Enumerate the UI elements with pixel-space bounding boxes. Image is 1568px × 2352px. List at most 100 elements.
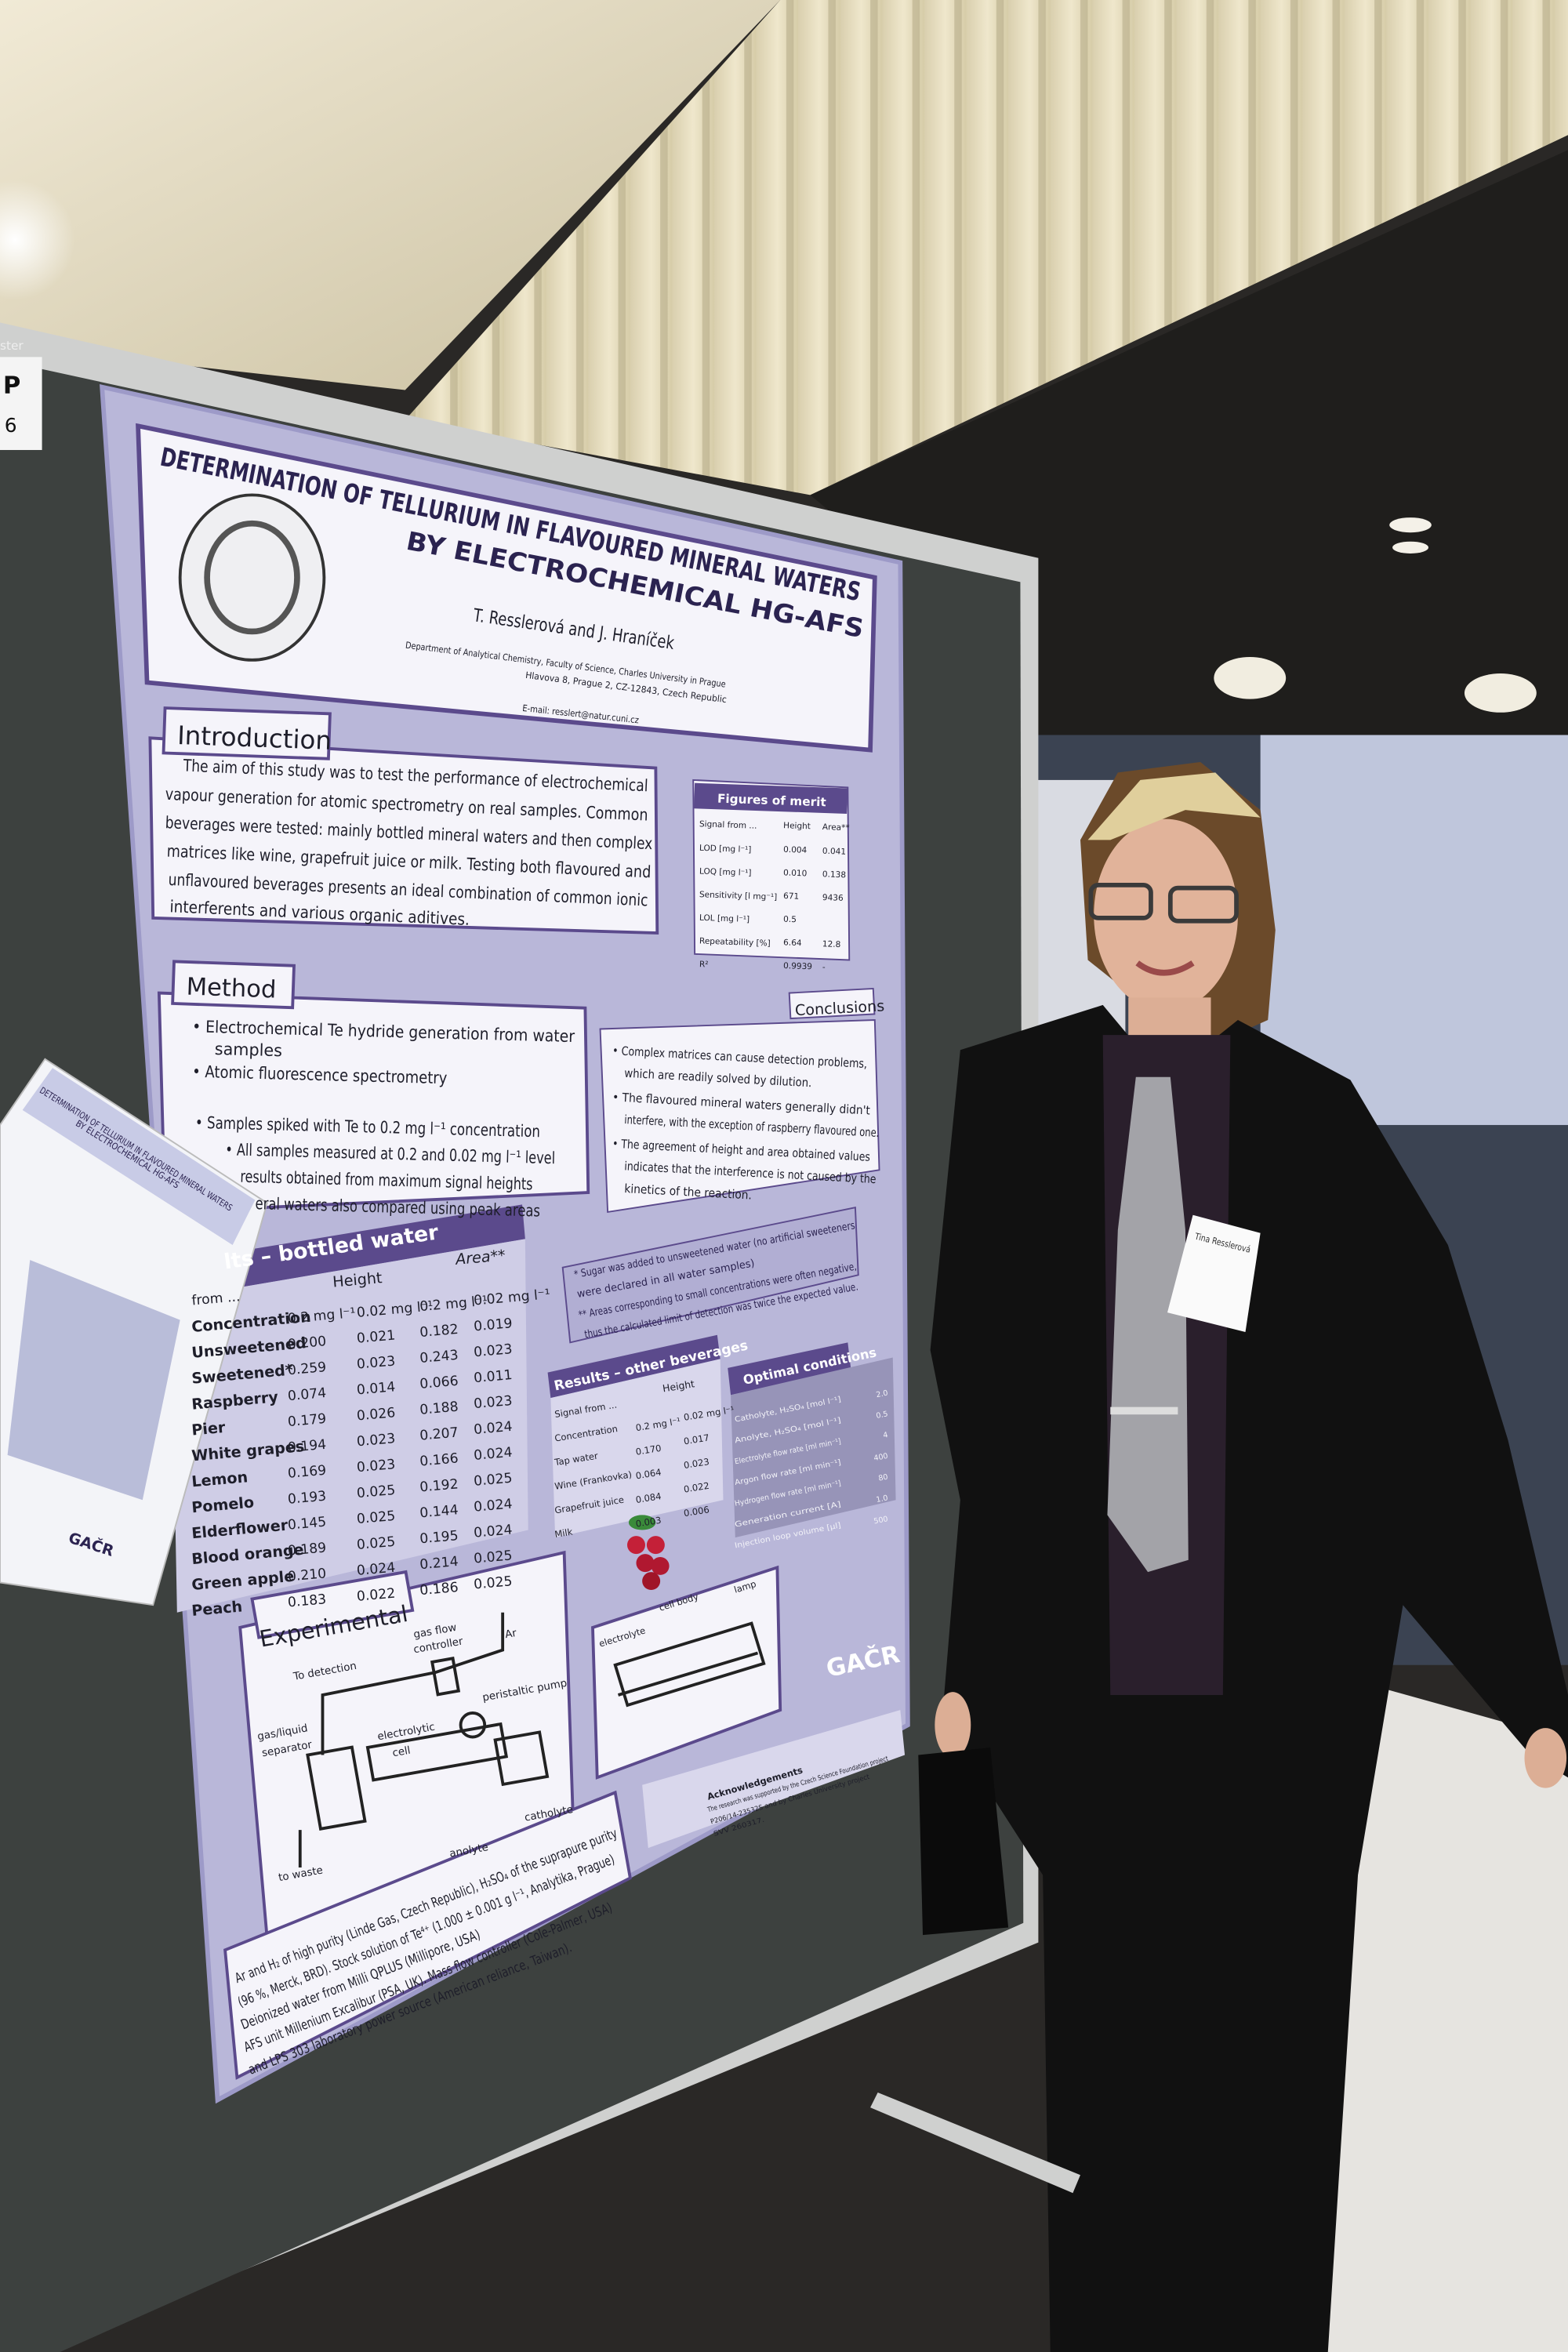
table-cell: 0.192 [419, 1476, 459, 1495]
table-cell: 1.0 [876, 1494, 889, 1504]
section-heading: Method [186, 974, 277, 1004]
table-cell: 0.144 [419, 1502, 459, 1521]
table-cell: 0.024 [473, 1419, 513, 1438]
table-cell: 0.024 [473, 1497, 513, 1515]
cell-diagram-panel [591, 1565, 782, 1780]
table-cell: 0.182 [419, 1322, 459, 1341]
row-label: Peach [191, 1597, 243, 1620]
row-label: Milk [554, 1526, 573, 1540]
separator [306, 1745, 367, 1831]
table-header: Area** [453, 1246, 506, 1269]
pump [459, 1711, 487, 1739]
heading-box [250, 1570, 415, 1639]
board-tag-text: 6 [5, 414, 17, 437]
table-cell: 0.207 [419, 1425, 459, 1443]
heading-box [171, 960, 296, 1010]
table-cell: 0.025 [356, 1508, 396, 1527]
table-cell: 0.025 [473, 1548, 513, 1566]
table-cell: 0.169 [287, 1463, 327, 1482]
table-cell: 0.084 [635, 1490, 662, 1505]
heading-box [162, 706, 332, 760]
cell-diagram [613, 1621, 766, 1708]
table-cell: 0.023 [473, 1393, 513, 1412]
table-cell: 500 [873, 1515, 889, 1526]
table-header: Signal from ... [699, 819, 757, 831]
lens [1167, 885, 1239, 924]
diagram-label: Ar [504, 1628, 518, 1641]
row-label: Pier [191, 1418, 226, 1439]
table-cell: LOL [mg l⁻¹] [699, 913, 750, 924]
introduction-panel [148, 736, 659, 935]
table-cell: Repeatability [%] [699, 936, 771, 948]
heading-box [788, 987, 876, 1020]
flyer-content [7, 1260, 180, 1501]
table-cell: 0.017 [683, 1432, 710, 1446]
tie-clip [1110, 1406, 1178, 1415]
table-cell: 0.170 [635, 1443, 662, 1457]
bullet-line: samples [215, 1039, 283, 1060]
name-badge [1167, 1214, 1261, 1332]
table-cell: - [822, 963, 826, 972]
hair-highlight [1087, 772, 1261, 840]
table-cell: 4 [883, 1431, 889, 1440]
diagram-label: cell [392, 1745, 412, 1760]
table-cell: 0.5 [876, 1410, 889, 1421]
board-foot [870, 2092, 1080, 2194]
table-cell: 0.019 [473, 1316, 513, 1334]
table-cell: 0.024 [473, 1522, 513, 1541]
table-cell: 0.023 [356, 1431, 396, 1450]
drupelet [646, 1536, 665, 1555]
table-cell: 0.004 [783, 845, 808, 855]
table-cell: 0.145 [287, 1515, 327, 1534]
vessel [493, 1730, 550, 1787]
table-header: Height [783, 821, 811, 831]
cell [365, 1722, 509, 1782]
table-cell: 0.259 [287, 1359, 327, 1378]
table-cell: 0.003 [635, 1515, 662, 1530]
table-cell: LOD [mg l⁻¹] [699, 844, 752, 855]
ceiling-light [1464, 673, 1537, 713]
table-cell: 0.193 [287, 1489, 327, 1508]
table-cell: 0.183 [287, 1592, 327, 1610]
university-seal [178, 493, 326, 662]
table-cell: 0.179 [287, 1411, 327, 1430]
table-cell: 0.186 [419, 1580, 459, 1599]
curtain [405, 0, 1568, 495]
other-table-bg [550, 1359, 724, 1538]
table-cell: 0.025 [356, 1534, 396, 1553]
cell-body [613, 1621, 766, 1708]
table-cell: LOQ [mg l⁻¹] [699, 866, 752, 877]
drupelet [651, 1556, 670, 1575]
board-tag-text: P [3, 372, 20, 399]
table-heading-band [168, 1204, 525, 1299]
ceiling-light [0, 180, 75, 300]
apparatus-diagram [298, 1612, 550, 1868]
acknowledgement-panel [642, 1710, 906, 1849]
table-header: Area** [822, 822, 850, 833]
table-cell: 671 [783, 891, 799, 902]
jacket [930, 1004, 1568, 2352]
table-heading-band [547, 1334, 720, 1399]
table-cell: 0.214 [419, 1554, 459, 1573]
university-seal [204, 520, 300, 635]
table-cell: 0.023 [356, 1457, 396, 1475]
table-cell: 0.022 [683, 1480, 710, 1495]
ceiling-light [1214, 657, 1287, 699]
table-cell: 0.023 [356, 1353, 396, 1372]
tie [1107, 1076, 1189, 1573]
bag [918, 1747, 1009, 1936]
conclusions-panel [599, 1019, 880, 1214]
ceiling [0, 0, 781, 390]
table-cell: 0.023 [683, 1456, 710, 1471]
results-table-bg [171, 1239, 528, 1613]
table-heading-band [728, 1342, 851, 1396]
notes-panel [561, 1207, 859, 1344]
table-cell: 0.010 [783, 868, 808, 878]
table-cell: 0.025 [473, 1471, 513, 1490]
table-cell: Sensitivity [l mg⁻¹] [699, 890, 778, 902]
table-cell: 0.188 [419, 1399, 459, 1418]
table-cell: 6.64 [783, 938, 802, 948]
table-heading-band [693, 782, 848, 815]
